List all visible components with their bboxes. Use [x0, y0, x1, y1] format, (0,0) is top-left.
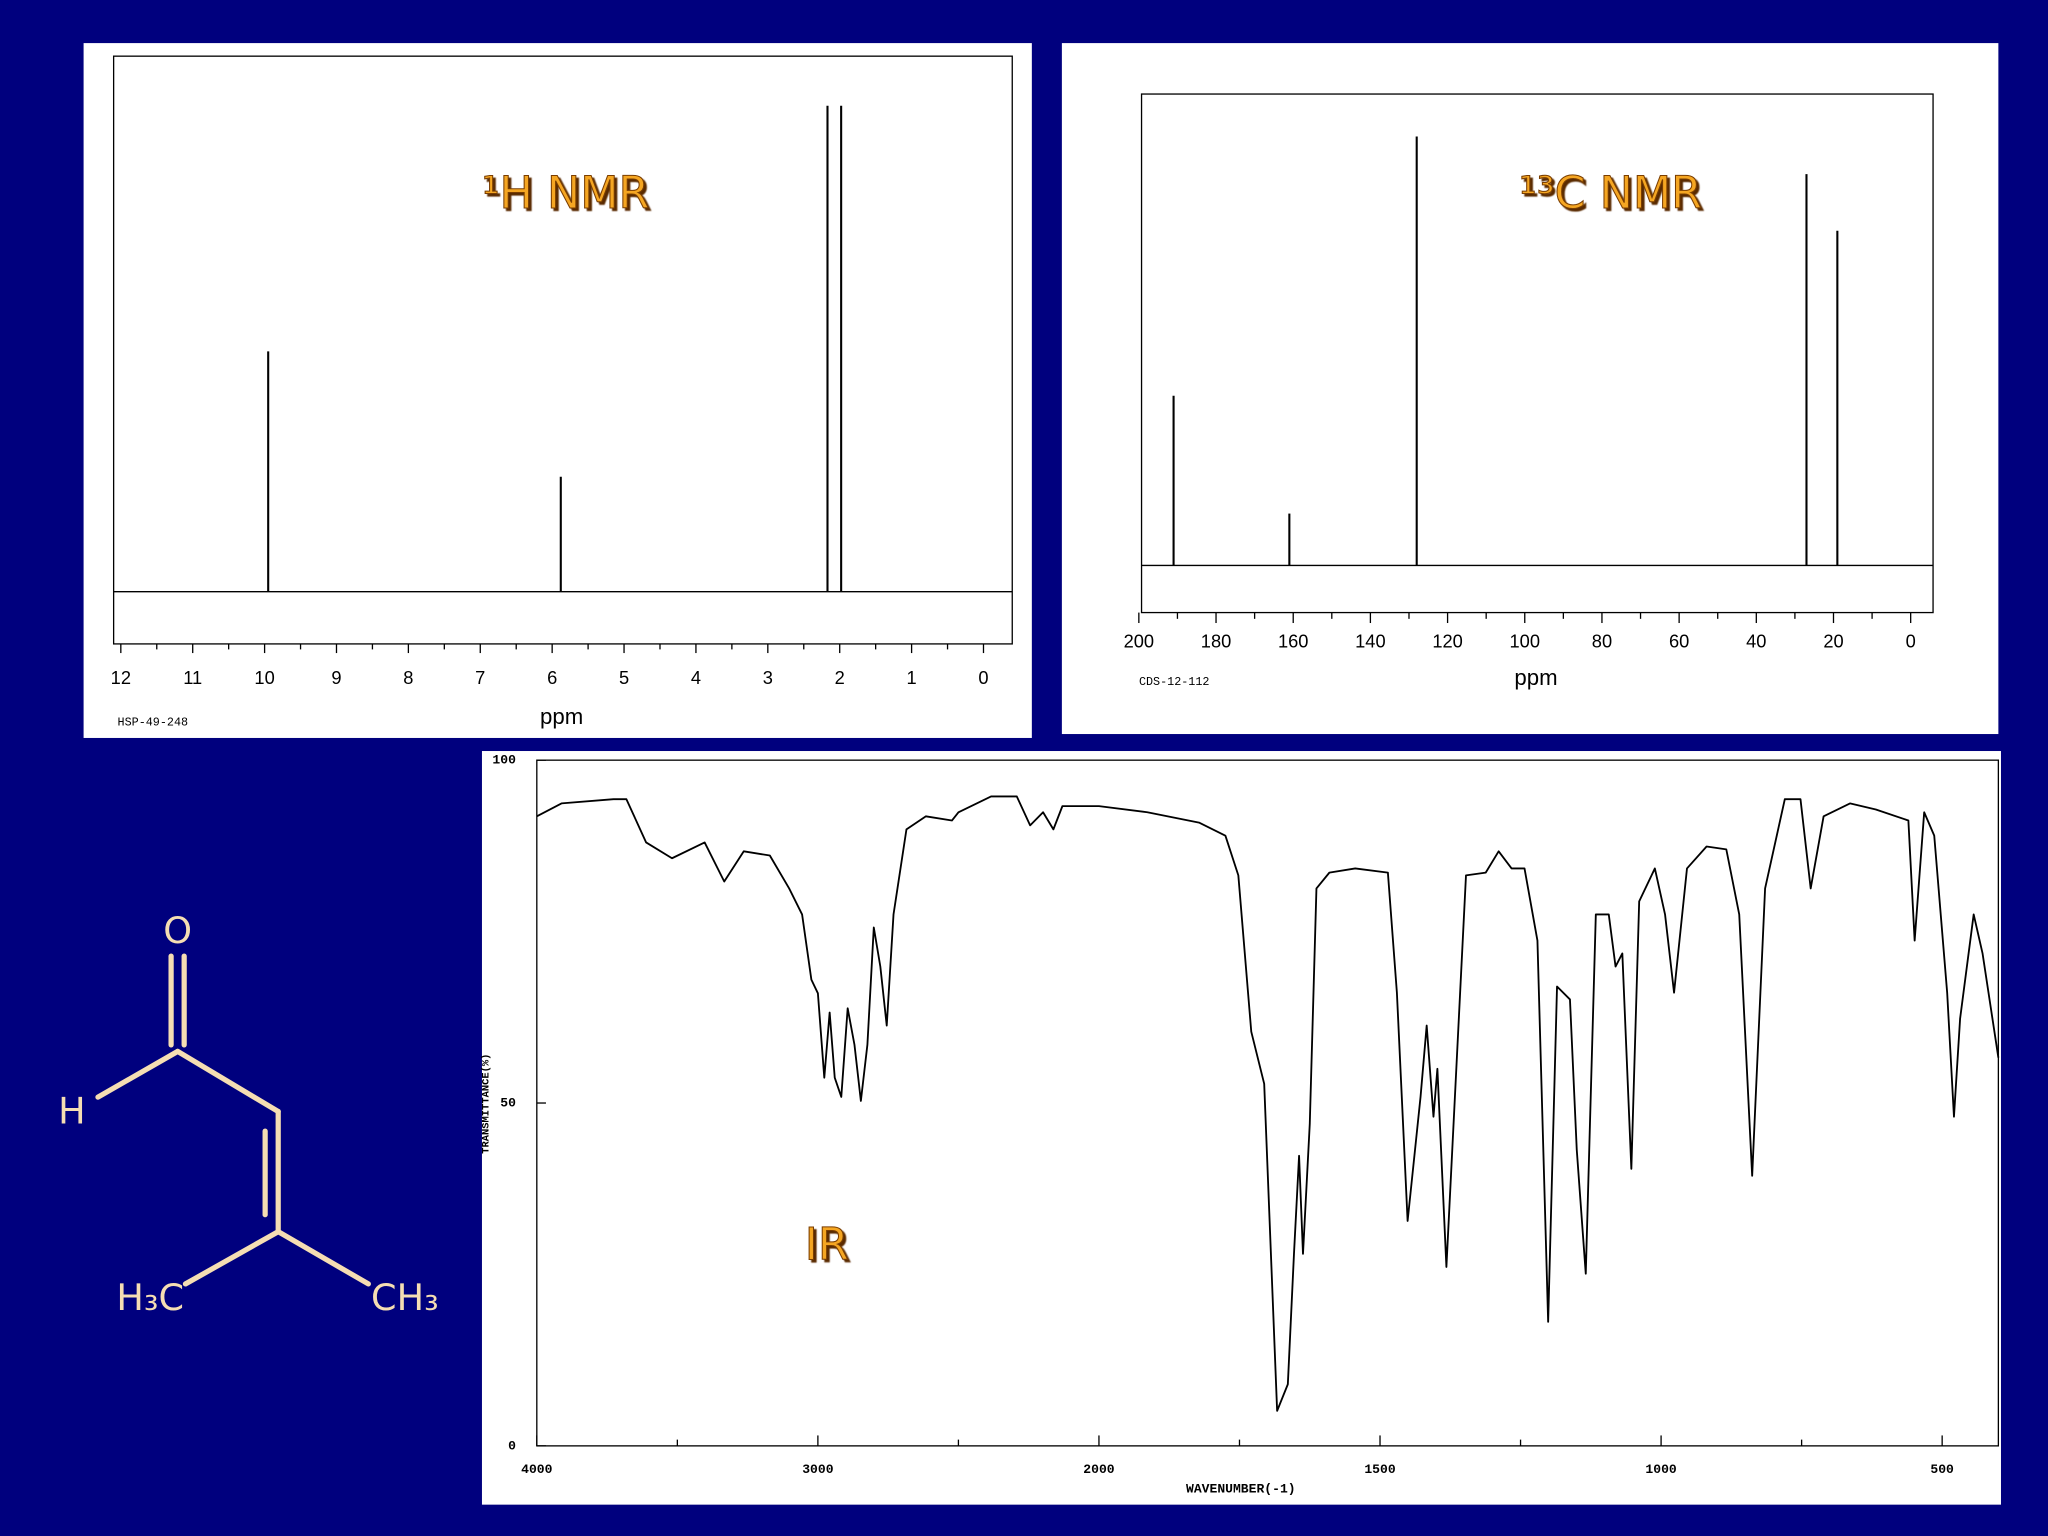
chart-panel [481, 751, 2001, 1505]
chart-title: IR [805, 1219, 849, 1270]
bond [175, 1048, 281, 1115]
y-tick-label: 50 [500, 1095, 516, 1110]
x-tick-label: 60 [1669, 630, 1689, 651]
atom-label: H [58, 1089, 86, 1132]
chart: 200 180 160 140 120 100 80 60 40 20 0ppmCDS-12-112… [1061, 43, 1999, 735]
x-tick-label: 4000 [521, 1462, 552, 1477]
x-axis-label: WAVENUMBER(-1) [1186, 1481, 1296, 1496]
plot-frame [112, 55, 1013, 645]
x-tick-label: 0 [978, 667, 988, 688]
x-tick-label: 9 [331, 667, 341, 688]
x-tick-label: 120 [1432, 630, 1462, 651]
x-tick-label: 1500 [1364, 1462, 1395, 1477]
x-tick-label: 8 [403, 667, 413, 688]
plot-frame [1140, 93, 1934, 614]
x-tick-label: 80 [1592, 630, 1612, 651]
x-tick-label: 2000 [1083, 1462, 1114, 1477]
chart: 4000 3000 2000 1500 1000 500 0 50 100 WAVENUMBER(… [481, 751, 2001, 1505]
x-tick-label: 7 [475, 667, 485, 688]
bond [95, 1048, 181, 1100]
x-tick-label: 3 [763, 667, 773, 688]
x-tick-label: 500 [1930, 1462, 1954, 1477]
spectrum-code: CDS-12-112 [1139, 675, 1210, 689]
x-tick-label: 5 [619, 667, 629, 688]
x-tick-label: 1 [907, 667, 917, 688]
x-tick-label: 180 [1201, 630, 1231, 651]
bond [182, 1229, 281, 1287]
y-tick-label: 0 [508, 1438, 516, 1453]
chart-panel [83, 43, 1032, 738]
x-tick-label: 0 [1906, 630, 1916, 651]
x-tick-label: 11 [183, 667, 202, 688]
x-tick-label: 3000 [802, 1462, 833, 1477]
chart-title: ¹H NMR [482, 168, 650, 219]
y-tick-label: 100 [492, 753, 516, 768]
spectrum-line [536, 795, 2000, 1412]
x-tick-label: 12 [111, 667, 131, 688]
x-axis-label: ppm [540, 704, 583, 729]
x-tick-label: 140 [1355, 630, 1385, 651]
x-tick-label: 10 [254, 667, 274, 688]
spectrum-code: HSP-49-248 [118, 715, 189, 729]
bond [275, 1229, 371, 1287]
x-axis-label: ppm [1514, 665, 1557, 690]
atom-label: H₃C [116, 1276, 184, 1319]
x-tick-label: 160 [1278, 630, 1308, 651]
x-tick-label: 6 [547, 667, 557, 688]
x-tick-label: 4 [691, 667, 701, 688]
x-tick-label: 1000 [1645, 1462, 1676, 1477]
molecule: O H H₃C CH₃ [58, 909, 439, 1319]
atom-label: CH₃ [371, 1276, 439, 1319]
x-tick-label: 40 [1746, 630, 1766, 651]
x-tick-label: 2 [835, 667, 845, 688]
x-tick-label: 100 [1510, 630, 1540, 651]
chart-panel [1061, 43, 1999, 735]
x-tick-label: 200 [1124, 630, 1154, 651]
x-tick-label: 20 [1823, 630, 1843, 651]
chart-title: ¹³C NMR [1519, 168, 1702, 219]
y-axis-label: TRANSMITTANCE(%) [481, 1054, 493, 1154]
atom-label: O [163, 909, 192, 952]
